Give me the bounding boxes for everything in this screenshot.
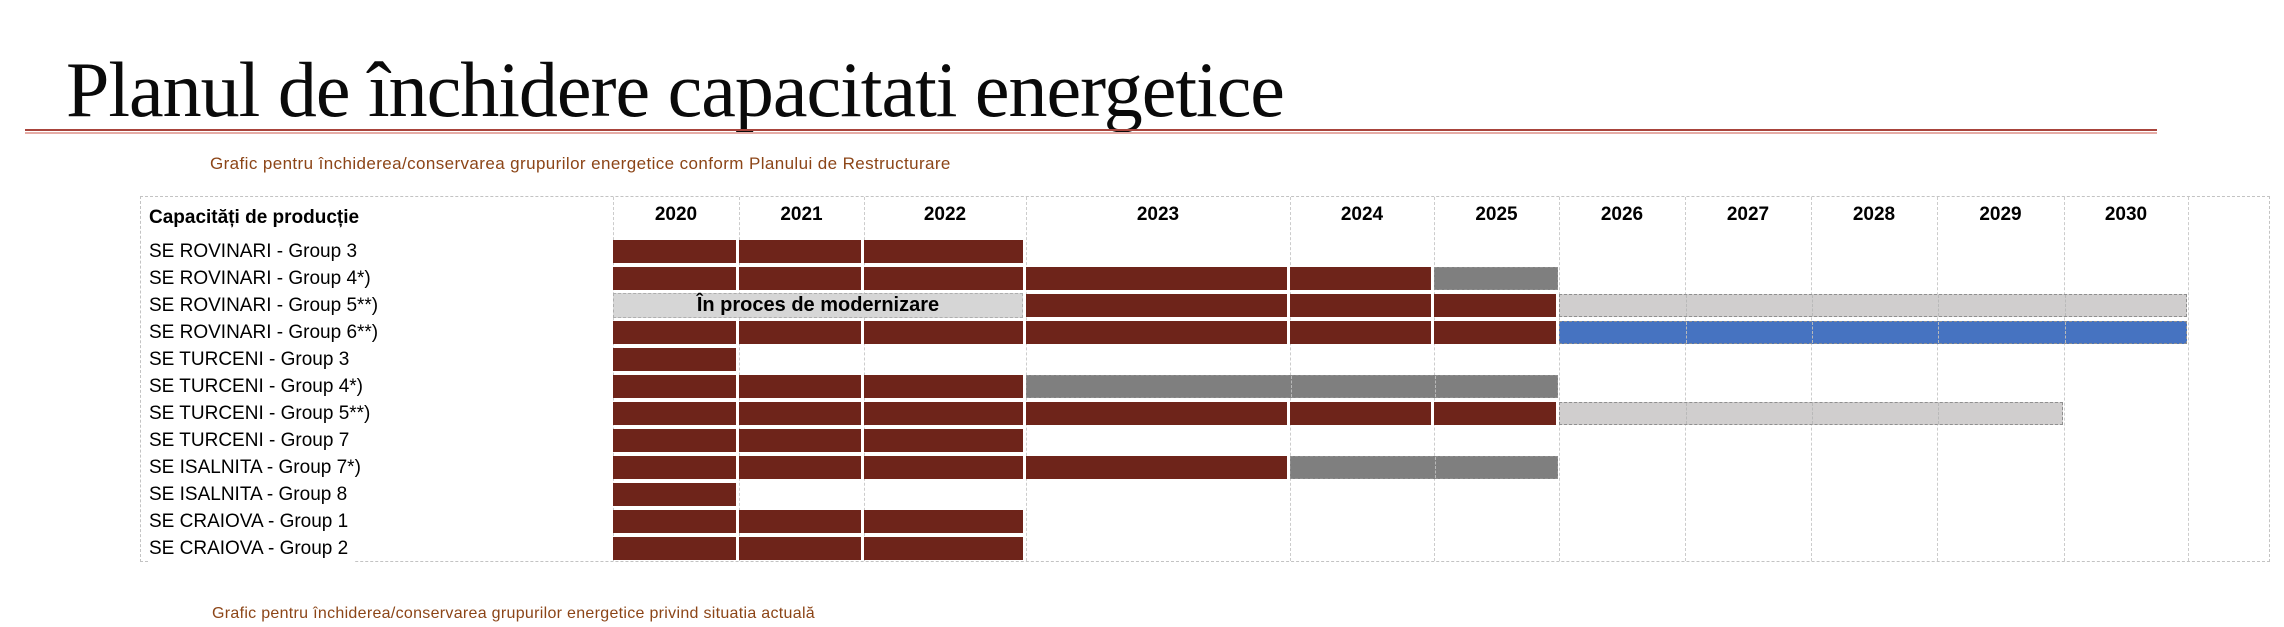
title-underline-light-line: [25, 132, 2157, 134]
gantt-bar-closure: [1434, 402, 1556, 425]
gantt-bar-closure: [864, 240, 1023, 263]
year-gridline: [1811, 197, 1812, 561]
gantt-bar-light-gray: [1559, 402, 2063, 425]
year-gridline: [2064, 197, 2065, 561]
gantt-bar-dark-gray: [1026, 375, 1558, 398]
gantt-bar-closure: [1026, 267, 1287, 290]
bar-year-separator: [1938, 295, 1939, 316]
year-header-2024: 2024: [1340, 204, 1384, 225]
row-label: SE ROVINARI - Group 5**): [149, 292, 385, 319]
bar-year-separator: [1686, 295, 1687, 316]
gantt-bar-closure: [613, 483, 736, 506]
row-label: SE TURCENI - Group 7: [149, 427, 356, 454]
bar-year-separator: [1435, 376, 1436, 397]
gantt-bar-closure: [613, 267, 736, 290]
gantt-bar-closure: [864, 537, 1023, 560]
bar-year-separator: [1812, 403, 1813, 424]
gantt-bar-closure: [739, 537, 861, 560]
year-header-2029: 2029: [1979, 204, 2022, 225]
gantt-table: Capacități de producție 2020 2021 2022 2023 2…: [140, 196, 2270, 562]
gantt-bar-closure: [1434, 321, 1556, 344]
row-label: SE CRAIOVA - Group 2: [149, 535, 355, 562]
gantt-bar-closure: [864, 429, 1023, 452]
gantt-bar-closure: [613, 321, 736, 344]
gantt-bar-dark-gray: [1290, 456, 1558, 479]
gantt-bar-light-gray: [1559, 294, 2187, 317]
gantt-bar-closure: [864, 375, 1023, 398]
gantt-bar-closure: [613, 348, 736, 371]
year-header-2021: 2021: [780, 204, 823, 225]
gantt-bar-closure: [1026, 456, 1287, 479]
gantt-bar-closure: [739, 456, 861, 479]
row-label: SE TURCENI - Group 5**): [149, 400, 377, 427]
row-label: SE ISALNITA - Group 8: [149, 481, 354, 508]
year-header-2030: 2030: [2104, 204, 2148, 225]
gantt-bar-closure: [1026, 321, 1287, 344]
row-label: SE TURCENI - Group 3: [149, 346, 356, 373]
year-header-2022: 2022: [923, 204, 967, 225]
year-header-2026: 2026: [1600, 204, 1644, 225]
gantt-bar-closure: [1290, 402, 1431, 425]
gantt-bar-closure: [613, 537, 736, 560]
row-label: SE TURCENI - Group 4*): [149, 373, 369, 400]
year-gridline: [1937, 197, 1938, 561]
gantt-bar-closure: [864, 402, 1023, 425]
year-gridline: [1685, 197, 1686, 561]
bar-year-separator: [1812, 322, 1813, 343]
row-label: SE ROVINARI - Group 6**): [149, 319, 385, 346]
gantt-bar-closure: [1290, 294, 1431, 317]
column-header-capacity: Capacități de producție: [149, 207, 360, 228]
gantt-bar-closure: [739, 321, 861, 344]
bar-year-separator: [2065, 322, 2066, 343]
gantt-bar-blue: [1559, 321, 2187, 344]
chart-subtitle: Grafic pentru închiderea/conservarea gru…: [210, 154, 951, 173]
slide-title: Planul de închidere capacitati energetic…: [66, 46, 1285, 133]
bar-year-separator: [1938, 322, 1939, 343]
gantt-bar-closure: [739, 375, 861, 398]
gantt-bar-closure: [613, 240, 736, 263]
gantt-bar-closure: [864, 321, 1023, 344]
gantt-bar-closure: [864, 510, 1023, 533]
gantt-bar-closure: [1026, 294, 1287, 317]
bar-year-separator: [1812, 295, 1813, 316]
year-gridline: [2188, 197, 2189, 561]
row-label: SE ISALNITA - Group 7*): [149, 454, 367, 481]
gantt-bar-closure: [739, 402, 861, 425]
year-header-2027: 2027: [1726, 204, 1770, 225]
gantt-bar-closure: [613, 402, 736, 425]
year-gridline: [1559, 197, 1560, 561]
row-label: SE ROVINARI - Group 4*): [149, 265, 377, 292]
gantt-bar-closure: [613, 456, 736, 479]
gantt-bar-closure: [864, 456, 1023, 479]
gantt-bar-closure: [1290, 267, 1431, 290]
gantt-bar-closure: [739, 510, 861, 533]
gantt-bar-closure: [739, 240, 861, 263]
gantt-bar-closure: [1290, 321, 1431, 344]
row-label: SE CRAIOVA - Group 1: [149, 508, 355, 535]
bar-year-separator: [1938, 403, 1939, 424]
year-header-2020: 2020: [654, 204, 698, 225]
year-header-2025: 2025: [1475, 204, 1518, 225]
bar-year-separator: [1686, 403, 1687, 424]
bar-year-separator: [2065, 295, 2066, 316]
gantt-bar-closure: [739, 267, 861, 290]
bar-year-separator: [1435, 457, 1436, 478]
gantt-bar-closure: [613, 429, 736, 452]
title-underline-dark-line: [25, 129, 2157, 131]
gantt-bar-closure: [613, 375, 736, 398]
gantt-bar-closure: [1434, 294, 1556, 317]
year-header-2028: 2028: [1852, 204, 1896, 225]
gantt-bar-closure: [864, 267, 1023, 290]
gantt-bar-closure: [613, 510, 736, 533]
row-label: SE ROVINARI - Group 3: [149, 238, 364, 265]
gantt-bar-closure: [1026, 402, 1287, 425]
year-header-2023: 2023: [1136, 204, 1180, 225]
title-underline: [25, 129, 2157, 135]
gantt-bar-closure: [739, 429, 861, 452]
gantt-bar-modernization: În proces de modernizare: [613, 293, 1023, 318]
bar-year-separator: [1686, 322, 1687, 343]
gantt-bar-dark-gray: [1434, 267, 1558, 290]
footer-text-clipped: Grafic pentru închiderea/conservarea gru…: [212, 605, 815, 622]
bar-year-separator: [1291, 376, 1292, 397]
